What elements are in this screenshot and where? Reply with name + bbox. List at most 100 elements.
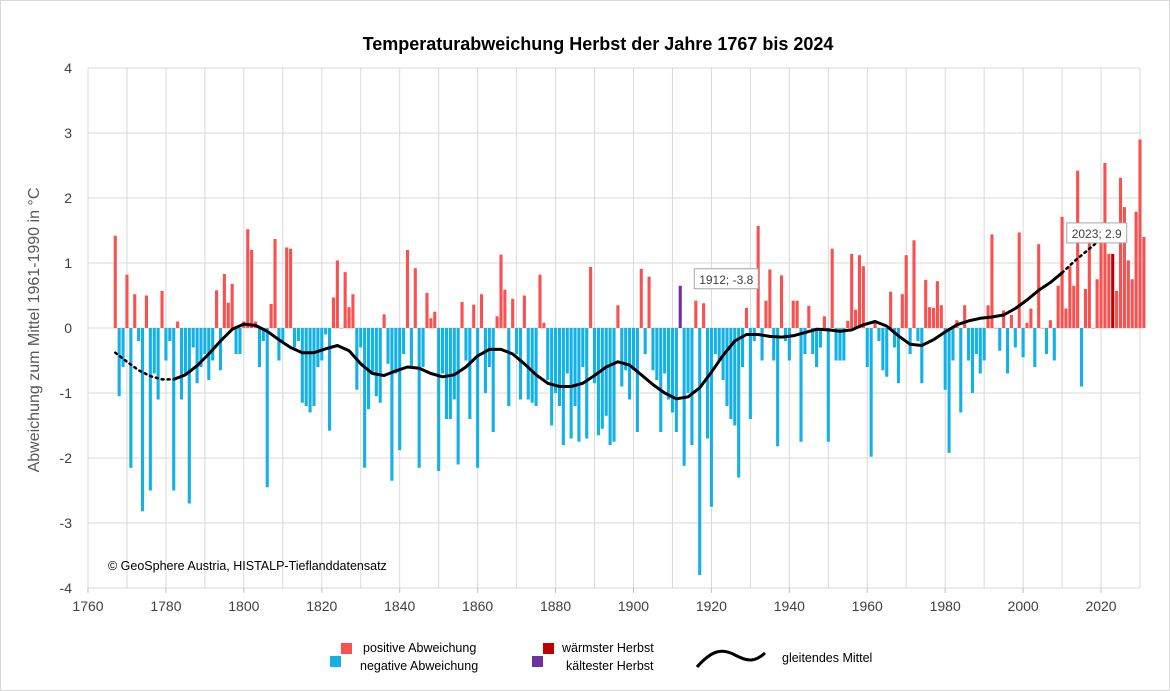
bar xyxy=(748,328,752,419)
bar xyxy=(974,328,978,354)
bar xyxy=(608,328,612,445)
bar xyxy=(963,305,967,328)
bar xyxy=(1072,285,1076,328)
bar xyxy=(234,328,238,354)
bar xyxy=(195,328,199,384)
bar xyxy=(160,290,164,328)
bar xyxy=(776,328,780,447)
bar xyxy=(246,229,250,328)
bar xyxy=(495,316,499,328)
bar xyxy=(760,328,764,361)
bar xyxy=(222,274,226,328)
bar xyxy=(1142,237,1146,328)
bar xyxy=(779,275,784,328)
bar xyxy=(959,328,963,413)
bar xyxy=(172,328,176,491)
bar-coldest xyxy=(678,285,682,328)
bar xyxy=(308,328,312,413)
bar xyxy=(916,328,920,341)
bar xyxy=(865,328,869,367)
bar xyxy=(218,328,223,371)
bar xyxy=(526,328,530,400)
bar xyxy=(304,328,308,406)
bar xyxy=(203,328,207,354)
bar xyxy=(1130,279,1134,328)
bar xyxy=(698,328,702,575)
bar xyxy=(483,328,487,393)
bar xyxy=(433,311,437,328)
bar xyxy=(795,300,799,328)
bar xyxy=(141,328,145,512)
bar xyxy=(596,328,600,436)
bar xyxy=(861,266,865,328)
bar xyxy=(499,254,503,328)
bar xyxy=(1099,238,1103,328)
bar xyxy=(285,247,289,328)
y-axis-label: Abweichung zum Mittel 1961-1990 in °C xyxy=(26,188,43,473)
bar xyxy=(1080,328,1084,387)
bar xyxy=(472,304,476,328)
bar xyxy=(394,328,398,374)
bar xyxy=(538,274,542,328)
smooth-line-end-dotted xyxy=(1060,224,1118,275)
bar xyxy=(347,307,351,328)
x-axis-ticks: 1760 1780 1800 1820 1840 1860 1880 1900 1920 1940… xyxy=(72,588,1117,614)
bar xyxy=(885,328,889,377)
x-tick-label: 2020 xyxy=(1085,598,1116,614)
bar xyxy=(546,328,550,380)
x-tick-label: 1960 xyxy=(852,598,883,614)
bar xyxy=(635,328,639,432)
bar xyxy=(737,328,741,478)
legend-warmest-swatch xyxy=(543,643,554,654)
bar xyxy=(491,328,495,432)
legend-smooth-label: gleitendes Mittel xyxy=(782,651,872,665)
x-tick-label: 1800 xyxy=(228,598,259,614)
bar xyxy=(409,328,413,367)
bar xyxy=(542,322,546,328)
bar xyxy=(515,328,519,354)
bar xyxy=(947,328,951,453)
legend-coldest-label: kältester Herbst xyxy=(566,659,654,673)
bar xyxy=(592,328,597,384)
bar xyxy=(312,328,316,406)
bar xyxy=(343,272,347,328)
bar xyxy=(554,328,558,393)
bar xyxy=(624,328,628,371)
bar xyxy=(129,328,133,468)
bar xyxy=(787,328,791,361)
bar xyxy=(518,328,523,400)
bar xyxy=(764,300,768,328)
callouts: 2023; 2.9 1912; -3.8 xyxy=(693,222,1128,290)
x-tick-label: 1880 xyxy=(540,598,571,614)
smooth-line-start-dotted xyxy=(114,351,175,381)
y-tick-label: 1 xyxy=(64,255,72,271)
bar xyxy=(900,294,904,328)
bar xyxy=(156,328,160,400)
bar xyxy=(1138,139,1142,328)
bar xyxy=(1029,308,1033,328)
bar xyxy=(589,266,593,328)
x-tick-label: 1940 xyxy=(774,598,805,614)
bar xyxy=(1091,328,1095,329)
bar xyxy=(390,328,394,481)
bar xyxy=(1048,320,1052,328)
legend-positive-label: positive Abweichung xyxy=(363,641,476,655)
bar xyxy=(320,328,324,361)
bar xyxy=(807,305,811,328)
bar xyxy=(651,328,655,371)
bar xyxy=(476,328,480,468)
bar xyxy=(359,328,363,348)
bar xyxy=(324,328,328,335)
bar xyxy=(631,328,636,371)
bar xyxy=(215,290,219,328)
callout-warmest-text: 2023; 2.9 xyxy=(1072,227,1122,241)
bar xyxy=(261,328,265,341)
bar xyxy=(967,328,971,361)
bar xyxy=(1044,328,1049,354)
bar xyxy=(729,328,733,419)
bar xyxy=(300,328,304,403)
bar xyxy=(585,328,589,439)
bar-warmest xyxy=(1111,253,1115,328)
bar xyxy=(799,328,803,442)
bar xyxy=(468,328,472,419)
